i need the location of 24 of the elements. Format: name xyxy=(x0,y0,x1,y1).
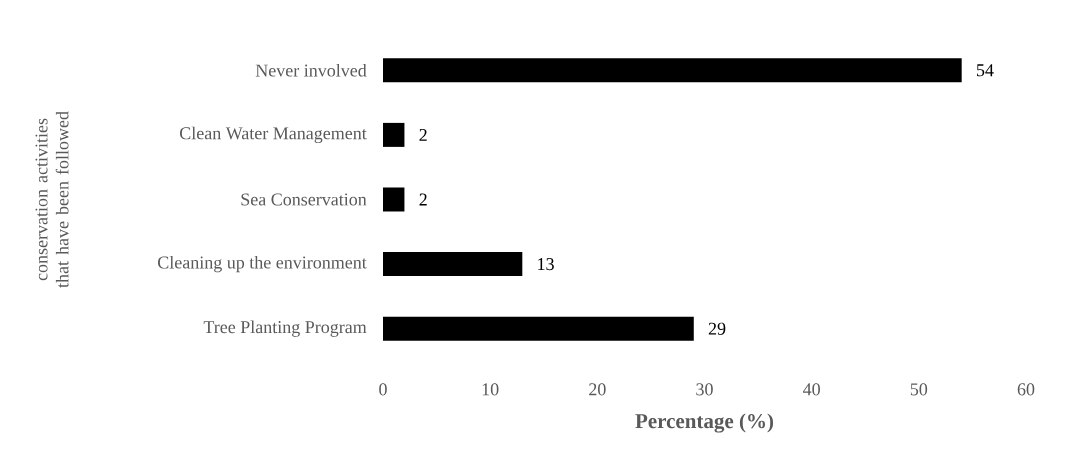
x-tick-label: 10 xyxy=(482,383,499,396)
bar xyxy=(383,187,405,212)
y-tick-label: Clean Water Management xyxy=(180,126,367,144)
x-tick-label: 50 xyxy=(910,383,928,396)
x-axis-title: Percentage (%) xyxy=(635,413,774,433)
x-tick-label: 20 xyxy=(589,383,606,396)
y-tick-label: Tree Planting Program xyxy=(203,320,367,337)
data-label: 2 xyxy=(419,128,427,141)
data-label: 29 xyxy=(708,322,726,335)
y-axis-title: conservation activities that have been followed xyxy=(35,111,69,288)
data-label: 2 xyxy=(419,193,427,206)
data-label: 54 xyxy=(977,64,994,77)
x-tick-label: 30 xyxy=(696,383,713,396)
bar xyxy=(383,252,523,277)
x-tick-label: 40 xyxy=(803,383,820,396)
bar xyxy=(383,58,962,83)
y-tick-label: Cleaning up the environment xyxy=(158,255,367,273)
bar xyxy=(383,122,405,147)
x-tick-label: 0 xyxy=(379,383,387,396)
bar xyxy=(383,316,694,341)
y-tick-label: Sea Conservation xyxy=(241,193,367,206)
data-label: 13 xyxy=(538,258,554,271)
x-tick-label: 60 xyxy=(1017,383,1035,396)
y-tick-label: Never involved xyxy=(255,63,367,77)
